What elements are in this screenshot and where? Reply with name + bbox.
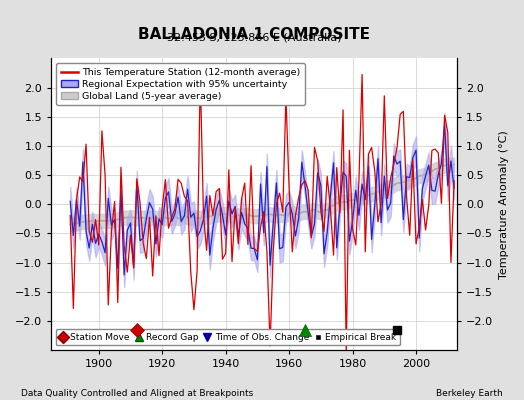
Title: BALLADONIA 1 COMPOSITE: BALLADONIA 1 COMPOSITE	[138, 27, 370, 42]
Text: Data Quality Controlled and Aligned at Breakpoints: Data Quality Controlled and Aligned at B…	[21, 389, 253, 398]
Text: Berkeley Earth: Berkeley Earth	[436, 389, 503, 398]
Text: 32.453 S, 123.866 E (Australia): 32.453 S, 123.866 E (Australia)	[167, 32, 342, 42]
Y-axis label: Temperature Anomaly (°C): Temperature Anomaly (°C)	[499, 130, 509, 278]
Legend: Station Move, Record Gap, Time of Obs. Change, Empirical Break: Station Move, Record Gap, Time of Obs. C…	[56, 329, 400, 346]
